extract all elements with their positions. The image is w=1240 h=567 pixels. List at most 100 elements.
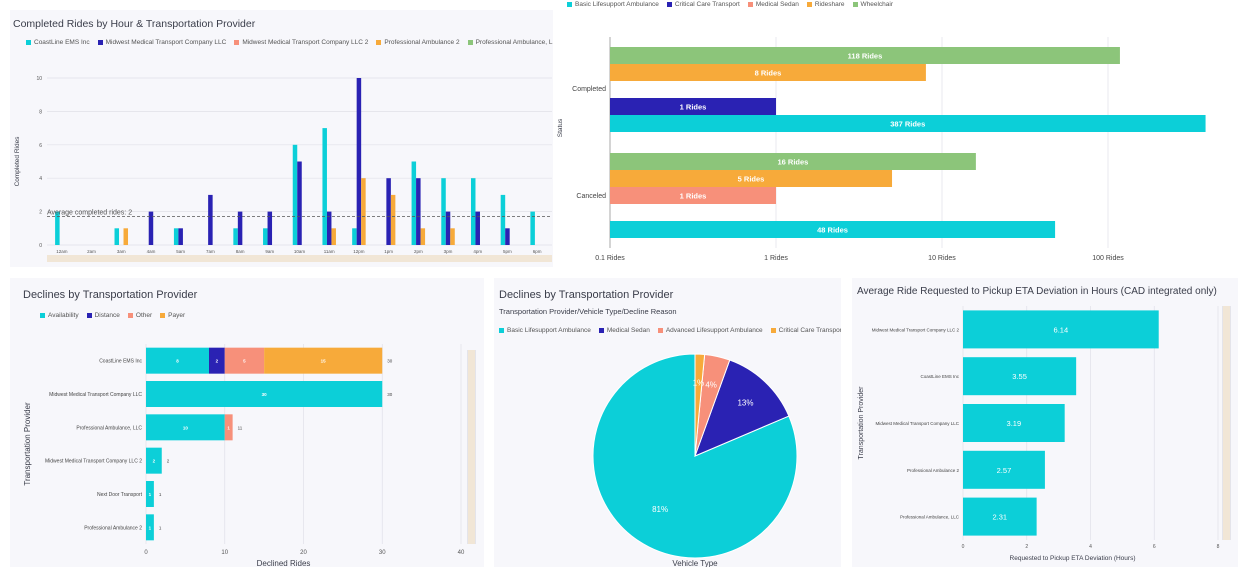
- segment-value-label: 10: [183, 425, 189, 430]
- panel-title: Completed Rides by Hour & Transportation…: [13, 18, 256, 30]
- legend-swatch: [40, 313, 45, 318]
- bar-total-label: 11: [238, 425, 243, 430]
- y-axis-label: Transportation Provider: [23, 402, 32, 486]
- legend-item[interactable]: Midwest Medical Transport Company LLC 2: [234, 39, 368, 46]
- bar-coastline-ems-inc: [411, 161, 417, 245]
- y-tick-label: 4: [39, 176, 42, 182]
- legend-label: Wheelchair: [860, 1, 894, 8]
- bar-value-label: 3.55: [1012, 372, 1027, 381]
- chart-legend[interactable]: Basic Lifesupport Ambulance Medical Sedan…: [499, 327, 841, 334]
- x-tick-label: 2: [1025, 544, 1028, 550]
- bar-value-label: 48 Rides: [817, 226, 848, 235]
- legend-swatch: [567, 2, 572, 7]
- x-tick-label: 3am: [117, 249, 126, 254]
- bar-total-label: 30: [387, 359, 393, 364]
- legend-item[interactable]: Wheelchair: [852, 1, 894, 8]
- category-label: Midwest Medical Transport Company LLC: [875, 421, 959, 426]
- legend-label: Basic Lifesupport Ambulance: [507, 327, 591, 334]
- legend-label: Professional Ambulance 2: [384, 39, 460, 46]
- x-axis-label: Requested to Pickup ETA Deviation (Hours…: [1010, 555, 1136, 562]
- pie-slice-label: 81%: [652, 505, 668, 514]
- legend-swatch: [657, 328, 663, 333]
- bar-total-label: 1: [159, 492, 162, 497]
- x-axis-label: Vehicle Type: [672, 559, 718, 567]
- range-slider[interactable]: [47, 255, 552, 262]
- bar-midwest-medical-transport-company-llc: [445, 211, 451, 245]
- pie-slice-label: 13%: [737, 399, 753, 408]
- legend-item[interactable]: Availability: [40, 312, 79, 319]
- chart-legend[interactable]: Availability Distance Other Payer: [40, 312, 185, 319]
- bar-professional-ambulance-2: [361, 178, 366, 245]
- legend-swatch: [598, 328, 604, 333]
- bar-coastline-ems-inc: [500, 194, 506, 245]
- category-label: Next Door Transport: [97, 492, 143, 498]
- vertical-scrollbar[interactable]: [467, 350, 476, 544]
- x-tick-label: 20: [300, 550, 307, 556]
- status-chart-legend[interactable]: Basic Lifesupport Ambulance Critical Care…: [567, 1, 893, 8]
- bar-value-label: 1 Rides: [680, 192, 707, 201]
- legend-item[interactable]: CoastLine EMS Inc: [26, 39, 90, 46]
- chart-legend[interactable]: CoastLine EMS Inc Midwest Medical Transpo…: [26, 39, 553, 46]
- legend-item[interactable]: Payer: [160, 312, 185, 319]
- legend-swatch: [376, 40, 382, 45]
- bar-total-label: 30: [387, 392, 393, 397]
- y-tick-label: 10: [36, 76, 42, 82]
- y-tick-label: 6: [39, 143, 42, 149]
- bar-coastline-ems-inc: [55, 211, 60, 245]
- category-label: Midwest Medical Transport Company LLC 2: [872, 327, 960, 332]
- legend-label: Advanced Lifesupport Ambulance: [665, 327, 763, 334]
- declines-stacked-chart: 0 10 20 30 40 Declined Rides Transportation Pr…: [23, 344, 465, 567]
- legend-item[interactable]: Midwest Medical Transport Company LLC: [97, 39, 227, 46]
- bar-coastline-ems-inc: [470, 178, 476, 245]
- bar-coastline-ems-inc: [352, 228, 357, 245]
- legend-swatch: [806, 2, 812, 7]
- bar-midwest-medical-transport-company-llc: [178, 228, 183, 245]
- bar-midwest-medical-transport-company-llc: [326, 211, 332, 245]
- bar-professional-ambulance-2: [450, 228, 455, 245]
- legend-label: CoastLine EMS Inc: [34, 39, 90, 46]
- bar-value-label: 5 Rides: [738, 175, 765, 184]
- legend-item[interactable]: Distance: [86, 312, 120, 319]
- legend-item[interactable]: Professional Ambulance, LLC: [467, 39, 553, 46]
- bar-rideshare: [610, 170, 893, 187]
- x-tick-label: 40: [458, 550, 465, 556]
- bar-midwest-medical-transport-company-llc: [237, 211, 243, 245]
- x-tick-label: 8: [1217, 544, 1220, 550]
- bar-segment-availability: [146, 447, 162, 474]
- legend-swatch: [86, 313, 92, 318]
- panel-title: Declines by Transportation Provider: [499, 289, 674, 301]
- average-annotation: Average completed rides: 2: [47, 210, 132, 217]
- legend-label: Midwest Medical Transport Company LLC: [105, 39, 227, 46]
- category-label: Professional Ambulance 2: [84, 525, 142, 531]
- legend-swatch: [666, 2, 672, 7]
- pie-slice-label: 4%: [705, 380, 717, 389]
- legend-item[interactable]: Critical Care Transport: [666, 1, 740, 8]
- x-tick-label: 5pm: [503, 249, 512, 254]
- legend-swatch: [127, 313, 133, 318]
- bar-segment-other: [224, 414, 233, 441]
- legend-item[interactable]: Advanced Lifesupport Ambulance: [657, 327, 763, 334]
- panel-title: Average Ride Requested to Pickup ETA Dev…: [857, 286, 1217, 297]
- bar-total-label: 1: [159, 525, 162, 530]
- legend-item[interactable]: Critical Care Transport: [770, 327, 841, 334]
- legend-item[interactable]: Basic Lifesupport Ambulance: [567, 1, 659, 8]
- x-tick-label: 10am: [294, 249, 306, 254]
- legend-item[interactable]: Basic Lifesupport Ambulance: [499, 327, 591, 334]
- bar-segment-distance: [209, 347, 225, 374]
- legend-label: Basic Lifesupport Ambulance: [575, 1, 659, 8]
- bar-segment-availability: [146, 514, 154, 541]
- legend-item[interactable]: Other: [127, 312, 152, 319]
- x-tick-label: 10 Rides: [928, 255, 956, 262]
- legend-label: Critical Care Transport: [778, 327, 841, 334]
- category-label: Professional Ambulance 2: [907, 468, 960, 473]
- legend-item[interactable]: Professional Ambulance 2: [376, 39, 460, 46]
- vertical-scrollbar[interactable]: [1222, 306, 1231, 540]
- panel-subtitle: Transportation Provider/Vehicle Type/Dec…: [499, 307, 677, 316]
- x-tick-label: 0.1 Rides: [595, 255, 625, 262]
- legend-item[interactable]: Rideshare: [806, 1, 845, 8]
- segment-value-label: 5: [243, 359, 246, 364]
- bar-coastline-ems-inc: [292, 144, 298, 245]
- legend-item[interactable]: Medical Sedan: [598, 327, 650, 334]
- bar-value-label: 118 Rides: [848, 52, 883, 61]
- legend-item[interactable]: Medical Sedan: [747, 1, 799, 8]
